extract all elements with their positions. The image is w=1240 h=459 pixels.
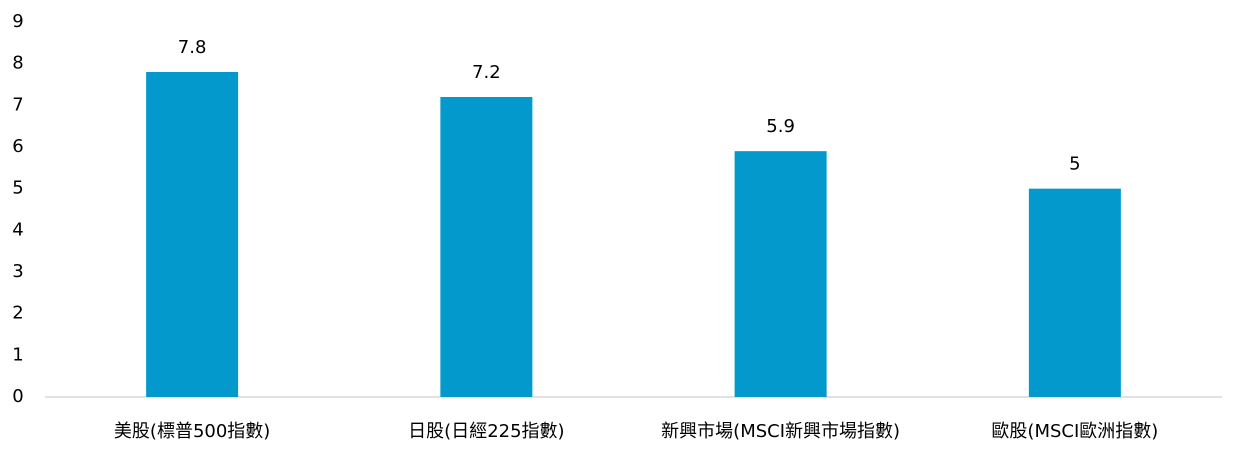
value-label: 7.8 xyxy=(178,37,207,58)
y-tick-label: 2 xyxy=(12,303,23,324)
y-tick-label: 1 xyxy=(12,344,23,365)
x-tick-label: 歐股(MSCI歐洲指數) xyxy=(991,421,1158,442)
x-tick-label: 日股(日經225指數) xyxy=(408,421,564,442)
y-tick-label: 3 xyxy=(12,261,23,282)
bar xyxy=(146,72,239,397)
bar xyxy=(440,97,533,397)
y-tick-label: 4 xyxy=(12,219,23,240)
y-tick-label: 9 xyxy=(12,11,23,32)
y-tick-label: 0 xyxy=(12,386,23,407)
bar xyxy=(1028,188,1121,397)
value-label: 7.2 xyxy=(472,62,501,83)
value-label: 5.9 xyxy=(766,116,795,137)
x-tick-label: 新興市場(MSCI新興市場指數) xyxy=(661,421,900,442)
value-label: 5 xyxy=(1069,154,1080,175)
bar xyxy=(734,151,827,397)
x-tick-label: 美股(標普500指數) xyxy=(114,421,270,442)
y-tick-label: 5 xyxy=(12,178,23,199)
y-tick-label: 8 xyxy=(12,53,23,74)
y-tick-label: 7 xyxy=(12,94,23,115)
y-tick-label: 6 xyxy=(12,136,23,157)
